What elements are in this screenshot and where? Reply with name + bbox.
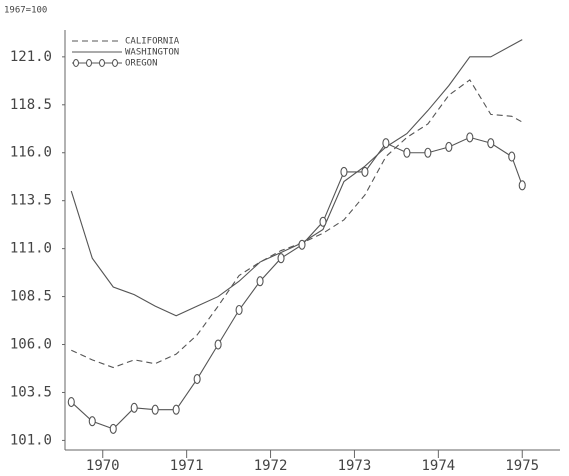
series-marker (277, 253, 285, 264)
series-line (71, 79, 523, 369)
series-marker (382, 138, 390, 149)
y-tick-label: 106.0 (10, 337, 52, 353)
y-tick-label: 113.5 (10, 193, 52, 209)
y-tick-label: 101.0 (10, 432, 52, 448)
legend-marker (86, 59, 92, 67)
series-marker (424, 147, 432, 158)
series-marker (340, 166, 348, 177)
series-marker (445, 141, 453, 153)
series-marker (298, 239, 306, 250)
x-tick-label: 1972 (254, 458, 288, 474)
series-line (70, 136, 523, 430)
series-marker (508, 151, 516, 162)
y-tick-label: 103.5 (10, 384, 52, 400)
series-marker (518, 180, 526, 191)
legend-label: WASHINGTON (125, 48, 179, 58)
series-marker (487, 138, 495, 149)
x-tick-label: 1970 (86, 458, 120, 474)
series-marker (235, 304, 243, 316)
series-marker (130, 402, 138, 413)
series-marker (466, 132, 474, 143)
x-tick-label: 1973 (338, 458, 372, 474)
series-marker (88, 416, 96, 427)
series-marker (256, 276, 264, 287)
series-marker (319, 216, 327, 227)
legend-label: OREGON (125, 59, 158, 69)
y-tick-label: 118.5 (10, 97, 52, 113)
x-tick-label: 1974 (421, 458, 455, 474)
series-marker (214, 339, 222, 350)
series-marker (172, 404, 180, 415)
chart-subtitle: 1967=100 (4, 6, 47, 16)
y-tick-label: 116.0 (10, 145, 52, 161)
x-tick-label: 1971 (170, 458, 204, 474)
series-marker (403, 147, 411, 158)
legend-label: CALIFORNIA (125, 37, 180, 47)
y-tick-label: 108.5 (10, 289, 52, 305)
legend-marker (73, 59, 79, 67)
x-tick-label: 1975 (505, 458, 539, 474)
legend-marker (99, 59, 105, 67)
series-marker (361, 166, 369, 177)
series-marker (151, 404, 159, 415)
series-line (70, 39, 523, 317)
series-marker (109, 423, 117, 434)
y-tick-label: 121.0 (10, 49, 52, 65)
series-marker (67, 397, 75, 408)
legend-marker (112, 59, 118, 67)
y-tick-label: 111.0 (10, 241, 52, 257)
series-marker (193, 373, 201, 385)
